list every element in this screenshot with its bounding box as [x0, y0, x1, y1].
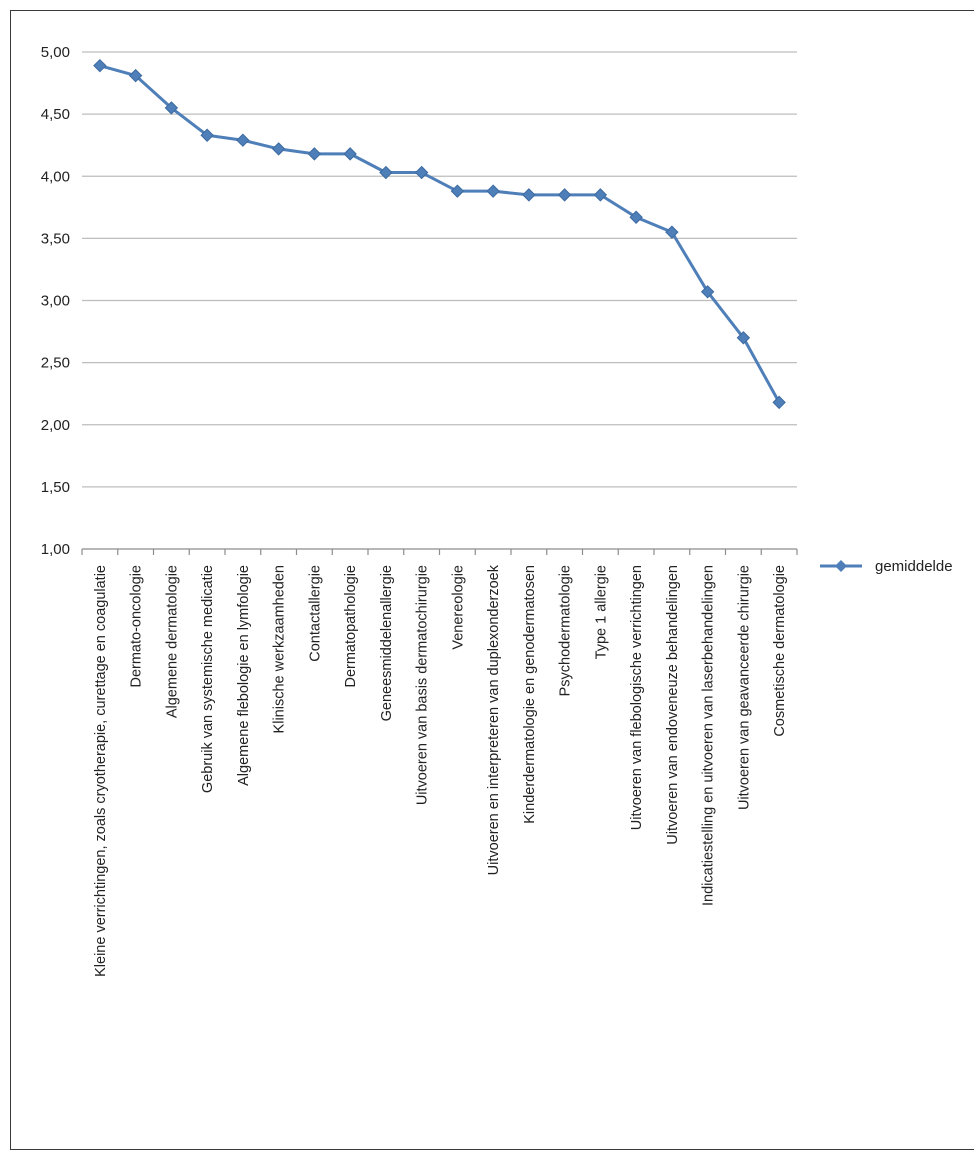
x-category-label: Algemene dermatologie	[164, 565, 180, 718]
x-category-label: Dermato-oncologie	[129, 565, 145, 688]
y-tick-label: 1,00	[41, 541, 70, 558]
data-point	[772, 395, 786, 410]
x-category-label: Uitvoeren van geavanceerde chirurgie	[736, 565, 752, 810]
x-category-label: Klinische werkzaamheden	[272, 565, 288, 733]
gridlines	[82, 51, 797, 488]
y-tick-label: 3,50	[41, 230, 70, 247]
data-point	[128, 68, 143, 83]
legend-label: gemiddelde	[875, 558, 953, 575]
y-tick-label: 2,50	[41, 355, 70, 372]
series-group	[93, 58, 786, 410]
x-category-label: Kinderdermatologie en genodermatosen	[522, 565, 538, 824]
data-point	[271, 142, 286, 156]
data-point	[557, 188, 572, 202]
data-point	[343, 147, 357, 161]
y-tick-label: 1,50	[41, 479, 70, 496]
x-category-label: Gebruik van systemische medicatie	[200, 565, 216, 793]
y-tick-label: 4,00	[41, 168, 70, 185]
x-category-label: Venereologie	[450, 565, 466, 650]
data-point	[450, 184, 465, 198]
legend-marker	[835, 560, 847, 572]
data-point	[236, 133, 250, 147]
data-point	[93, 58, 107, 73]
x-category-label: Dermatopathologie	[343, 565, 359, 688]
x-category-label: Contactallergie	[307, 565, 323, 662]
data-point	[629, 210, 643, 224]
x-category-label: Uitvoeren en interpreteren van duplexond…	[486, 564, 502, 875]
data-point	[200, 128, 214, 142]
x-category-label: Indicatiestelling en uitvoeren van laser…	[701, 565, 717, 906]
y-tick-label: 3,00	[41, 293, 70, 310]
data-point	[164, 101, 179, 115]
x-category-label: Uitvoeren van endoveneuze behandelingen	[665, 565, 681, 845]
x-category-label: Uitvoeren van basis dermatochirurgie	[415, 565, 431, 805]
y-axis-ticks: 1,00 1,50 2,00 2,50 3,00 3,50 4,00 4,50 5,00	[41, 44, 70, 558]
data-point	[414, 165, 429, 180]
data-point	[665, 225, 679, 239]
data-point	[522, 188, 536, 202]
legend: gemiddelde	[820, 558, 953, 575]
chart-frame	[10, 10, 974, 1150]
x-category-label: Kleine verrichtingen, zoals cryotherapie…	[93, 565, 109, 977]
data-point	[736, 331, 751, 345]
x-category-label: Cosmetische dermatologie	[772, 565, 788, 737]
x-category-label: Uitvoeren van flebologische verrichtinge…	[629, 565, 645, 830]
x-category-label: Geneesmiddelenallergie	[379, 565, 395, 721]
series-line	[99, 64, 781, 404]
x-category-label: Type 1 allergie	[593, 565, 609, 659]
x-category-label: Algemene flebologie en lymfologie	[236, 565, 252, 786]
y-tick-label: 4,50	[41, 106, 70, 123]
x-axis-ticks	[81, 549, 798, 555]
y-tick-label: 2,00	[41, 417, 70, 434]
data-point	[700, 285, 715, 299]
data-point	[593, 188, 608, 202]
data-point	[379, 165, 393, 180]
x-category-label: Psychodermatologie	[558, 565, 574, 696]
data-point	[486, 184, 500, 198]
y-tick-label: 5,00	[41, 44, 70, 61]
x-axis-labels: Kleine verrichtingen, zoals cryotherapie…	[93, 564, 788, 977]
data-point	[307, 147, 322, 161]
